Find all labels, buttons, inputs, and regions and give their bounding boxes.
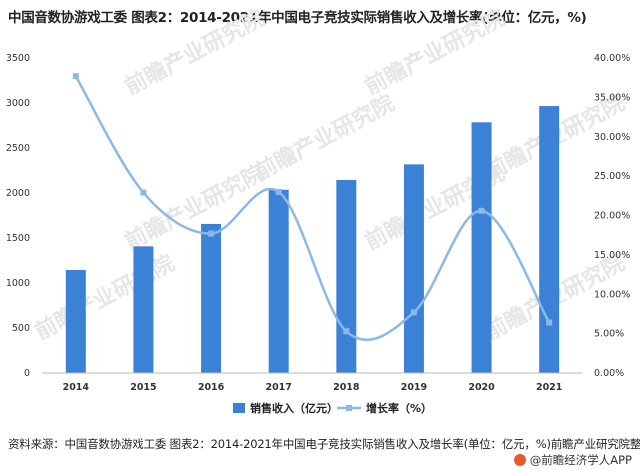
watermark-text: 前瞻产业研究院 <box>251 90 399 185</box>
brand-logo-icon <box>513 454 526 466</box>
legend: 销售收入（亿元） 增长率（%） <box>233 401 432 415</box>
brand-credit: @前瞻经济学人APP <box>513 452 632 468</box>
y-right-tick: 20.00% <box>594 211 630 222</box>
bar <box>65 269 86 373</box>
line-point <box>343 328 350 335</box>
chart-title: 中国音数协游戏工委 图表2：2014-2021年中国电子竞技实际销售收入及增长率… <box>8 10 587 26</box>
line-point <box>478 207 485 214</box>
line-point <box>546 319 553 326</box>
legend-bar-label: 销售收入（亿元） <box>250 401 338 415</box>
legend-line-label: 增长率（%） <box>366 401 432 415</box>
watermark-text: 前瞻产业研究院 <box>121 160 269 255</box>
line-point <box>140 189 147 196</box>
y-right-tick: 35.00% <box>594 92 630 103</box>
legend-bar-swatch <box>233 403 245 413</box>
y-right-tick: 40.00% <box>594 53 630 64</box>
bar-series <box>65 106 560 373</box>
brand-credit-text: @前瞻经济学人APP <box>529 453 632 467</box>
axes: 0 500 1000 1500 2000 2500 3000 3500 0.00% 5.00% 10… <box>6 53 630 393</box>
y-left-tick: 3500 <box>6 53 30 64</box>
x-tick: 2020 <box>468 382 495 393</box>
bar <box>403 164 424 373</box>
bar <box>268 189 289 373</box>
watermark-text: 前瞻产业研究院 <box>121 5 269 100</box>
y-left-tick: 1000 <box>6 278 30 289</box>
growth-line <box>74 75 551 342</box>
y-right-tick: 5.00% <box>594 329 624 340</box>
x-tick: 2018 <box>333 382 360 393</box>
bar <box>471 122 492 373</box>
x-tick: 2014 <box>63 382 90 393</box>
bar <box>539 106 560 373</box>
line-point <box>208 230 215 237</box>
watermark-text: 前瞻产业研究院 <box>31 250 179 345</box>
bar <box>336 179 357 373</box>
y-left-tick: 3000 <box>6 98 30 109</box>
x-tick: 2016 <box>198 382 225 393</box>
watermark-text: 前瞻产业研究院 <box>361 5 509 100</box>
y-right-tick: 15.00% <box>594 250 630 261</box>
y-right-tick: 0.00% <box>594 368 624 379</box>
x-tick: 2019 <box>401 382 427 393</box>
legend-line-marker <box>346 405 352 411</box>
line-point <box>410 309 417 316</box>
bar <box>201 223 222 373</box>
x-tick: 2015 <box>130 382 156 393</box>
x-tick: 2017 <box>265 382 291 393</box>
line-point <box>275 188 282 195</box>
y-left-tick: 2500 <box>6 143 30 154</box>
source-note: 资料来源：中国音数协游戏工委 图表2：2014-2021年中国电子竞技实际销售收… <box>8 437 640 451</box>
bar <box>133 246 154 373</box>
y-left-tick: 500 <box>12 323 30 334</box>
line-series <box>72 73 553 342</box>
x-tick: 2021 <box>536 382 562 393</box>
y-left-tick: 2000 <box>6 188 30 199</box>
line-point <box>72 73 79 80</box>
y-right-tick: 25.00% <box>594 171 630 182</box>
y-left-tick: 0 <box>24 368 30 379</box>
y-left-tick: 1500 <box>6 233 30 244</box>
y-right-tick: 30.00% <box>594 132 630 143</box>
y-right-tick: 10.00% <box>594 289 630 300</box>
